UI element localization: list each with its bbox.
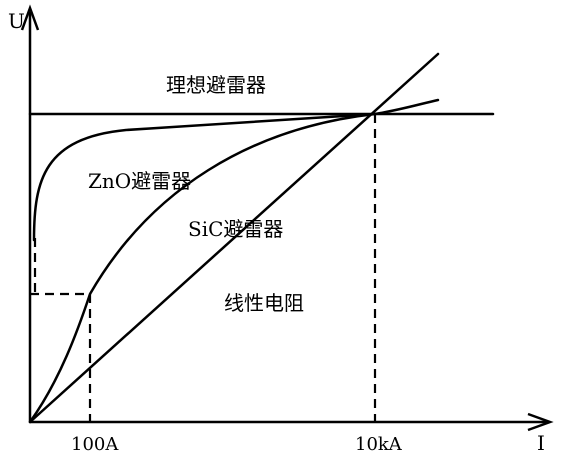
sic-arrester-label: SiC避雷器: [188, 217, 283, 241]
zno-arrester-curve: [32, 98, 440, 242]
ideal-arrester-label: 理想避雷器: [166, 73, 266, 97]
x-tick-100a: 100A: [71, 434, 119, 455]
sic-arrester-curve: [28, 112, 377, 424]
curves: [28, 52, 495, 424]
linear-resistor-label: 线性电阻: [224, 291, 304, 315]
zno-arrester-label: ZnO避雷器: [88, 169, 191, 193]
y-axis-label: U: [8, 9, 25, 33]
axes: [20, 4, 554, 432]
guide-lines: [30, 114, 377, 422]
x-tick-10ka: 10kA: [355, 434, 403, 455]
x-axis-arrowhead: [527, 412, 554, 432]
x-axis-label: I: [537, 431, 545, 455]
y-axis-arrowhead: [20, 4, 40, 31]
